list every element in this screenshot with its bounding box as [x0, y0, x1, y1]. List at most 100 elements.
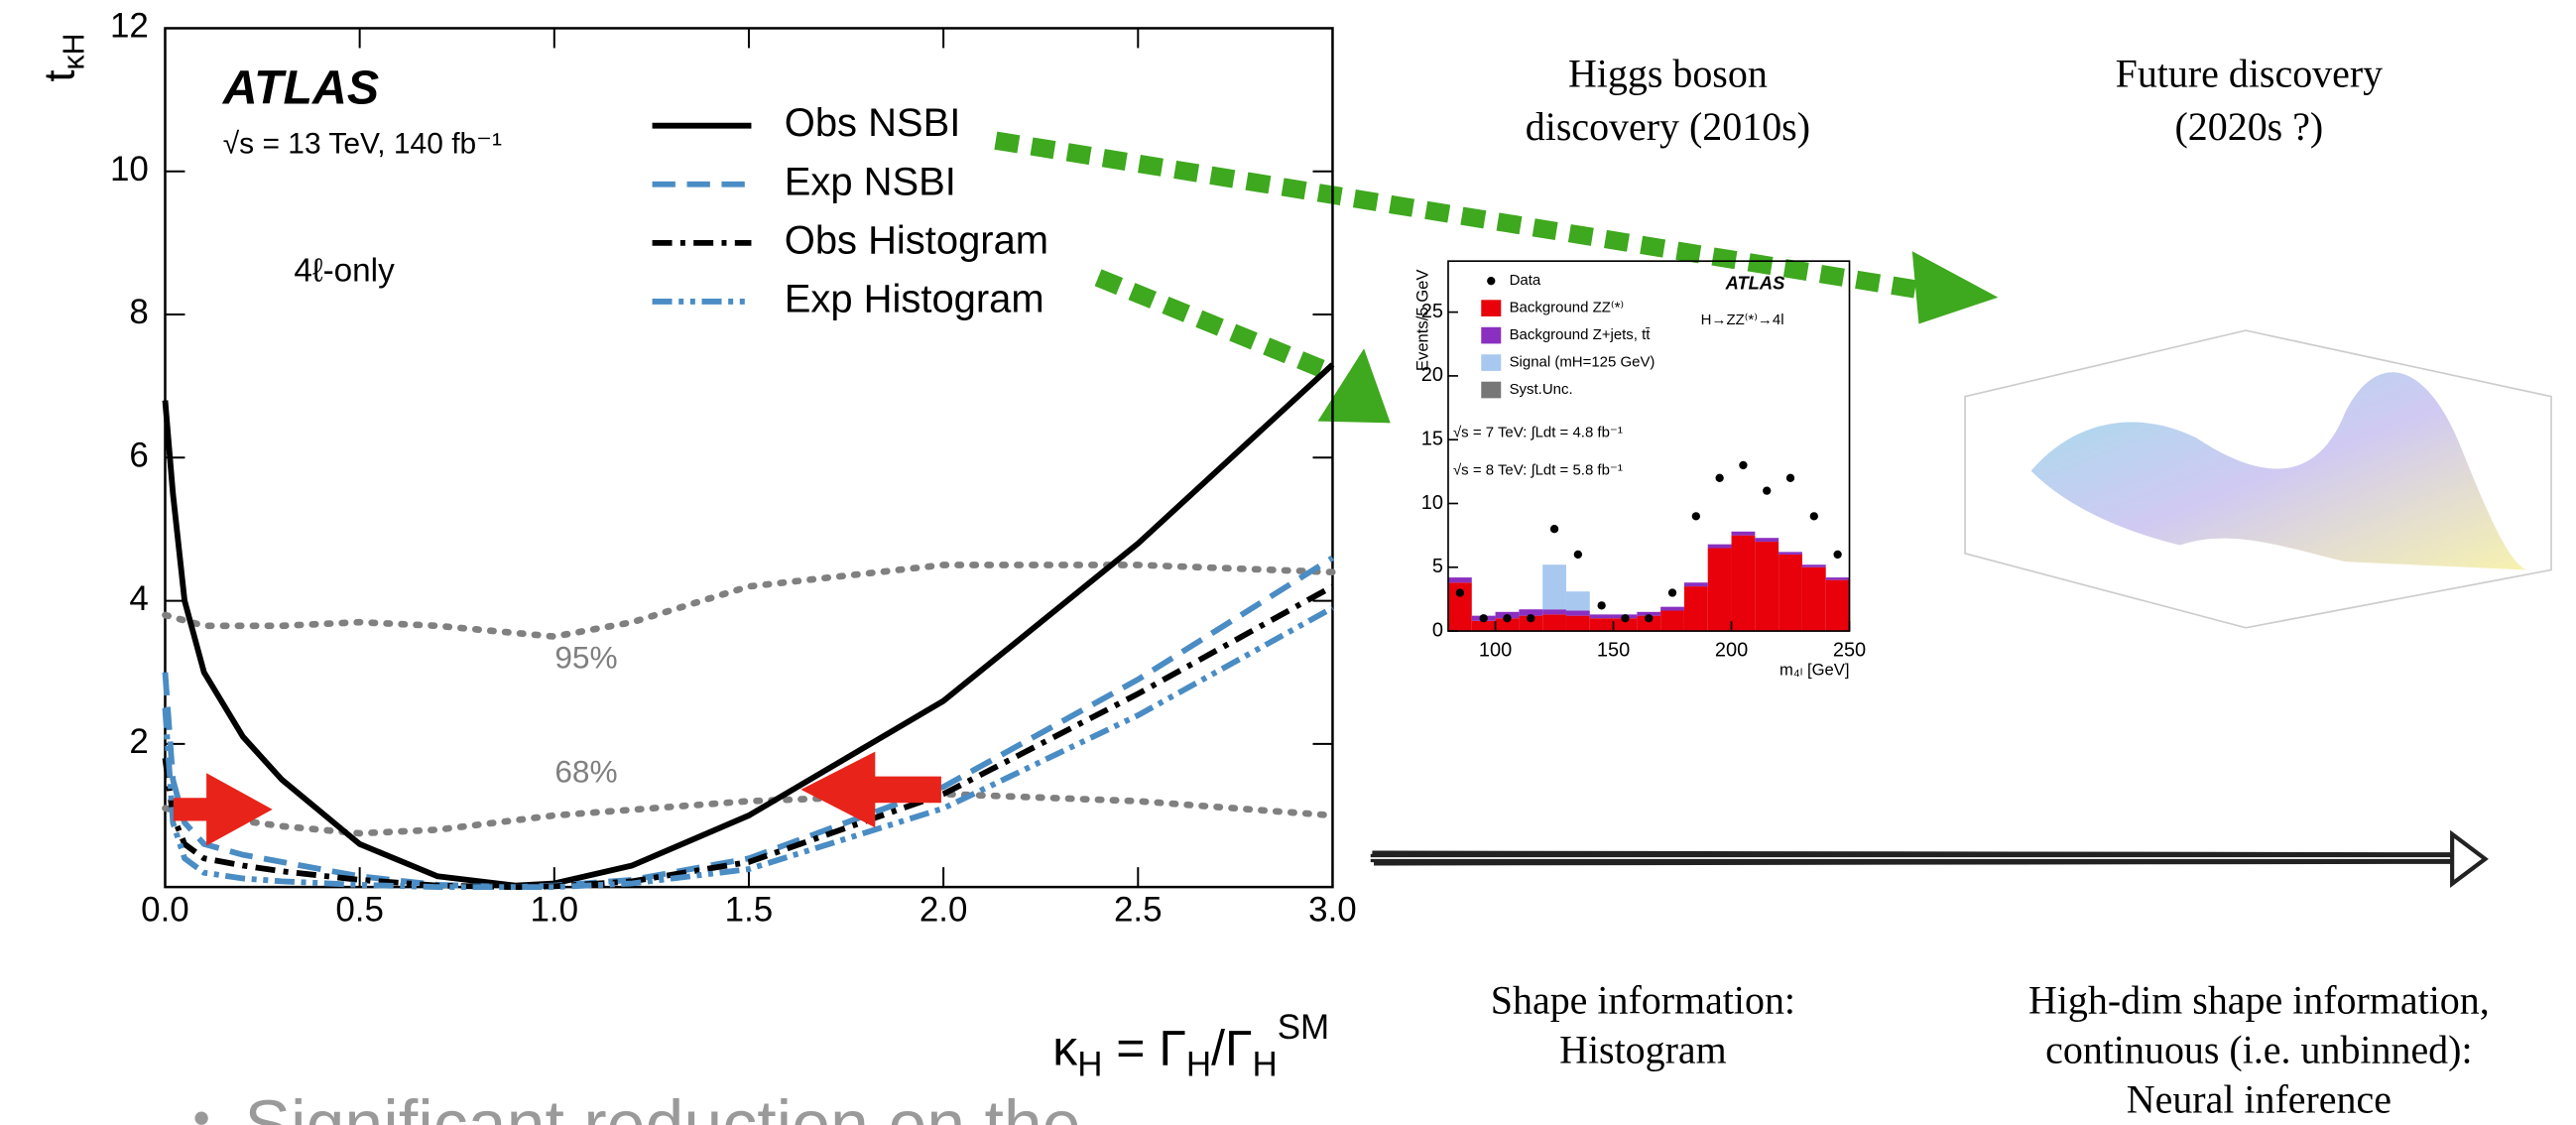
legend-label: Signal (mH=125 GeV): [1510, 354, 1656, 371]
data-point: [1621, 614, 1630, 623]
data-point: [1527, 614, 1535, 623]
hist-bar: [1825, 577, 1850, 580]
bullet-marker: [194, 1111, 208, 1125]
x-tick-label: 1.0: [531, 890, 579, 929]
legend-label: Syst.Unc.: [1510, 381, 1573, 398]
hist-bar: [1637, 615, 1661, 632]
line-series: [162, 555, 1334, 891]
hist-bar: [1589, 618, 1614, 632]
data-point: [1763, 486, 1772, 495]
x-tick-label: 2.5: [1114, 890, 1163, 929]
y-tick-label: 6: [129, 437, 148, 475]
inset-run1: √s = 7 TeV: ∫Ldt = 4.8 fb⁻¹: [1453, 424, 1623, 440]
legend-swatch: [1481, 300, 1502, 316]
hist-bar: [1589, 614, 1614, 619]
threshold-line: [162, 562, 1336, 640]
section-heading: discovery (2010s): [1526, 104, 1810, 149]
section-heading: Future discovery: [2116, 52, 2384, 96]
data-point: [1833, 550, 1842, 560]
line-series: [162, 362, 1335, 889]
y-tick-label: 0: [1432, 619, 1443, 641]
legend-label: Data: [1510, 272, 1541, 289]
hist-bar: [1707, 544, 1732, 549]
y-tick-label: 25: [1421, 301, 1443, 322]
data-point: [1691, 512, 1701, 521]
legend-label: Background Z+jets, tt̄: [1510, 326, 1652, 343]
legend-label: Background ZZ⁽*⁾: [1510, 300, 1625, 316]
axis-label: κH = ΓH/ΓHSM: [1052, 1008, 1329, 1083]
hist-bar: [1779, 552, 1802, 555]
inset-xlabel: m₄ₗ [GeV]: [1779, 660, 1850, 679]
green-arrows: [994, 131, 1999, 424]
y-tick-label: 20: [1421, 364, 1443, 386]
y-tick-label: 15: [1421, 428, 1443, 449]
caption: Neural inference: [2127, 1076, 2392, 1121]
x-tick-label: 0.5: [335, 890, 384, 929]
line-series: [162, 605, 1334, 891]
inset-experiment: ATLAS: [1725, 272, 1785, 293]
hist-bar: [1660, 606, 1684, 611]
hist-bar: [1613, 618, 1638, 632]
hist-bar: [1447, 582, 1472, 632]
axis-label-part: H: [58, 33, 90, 55]
caption: High-dim shape information,: [2028, 977, 2490, 1022]
hist-bar: [1542, 609, 1566, 615]
hist-bar: [1731, 531, 1756, 536]
x-tick-label: 0.0: [141, 890, 189, 929]
inset-run2: √s = 8 TeV: ∫Ldt = 5.8 fb⁻¹: [1453, 462, 1623, 479]
axis-label-part: H: [1186, 1046, 1211, 1084]
inset-process: H→ZZ⁽*⁾→4l: [1701, 312, 1784, 328]
hist-bar: [1755, 542, 1779, 632]
channel-label: 4ℓ-only: [294, 253, 395, 290]
data-point: [1809, 512, 1818, 521]
y-tick-label: 12: [110, 7, 149, 46]
hist-bar: [1683, 586, 1708, 632]
hist-bar: [1801, 564, 1826, 567]
x-tick-label: 2.0: [920, 890, 968, 929]
energy-label: √s = 13 TeV, 140 fb⁻¹: [223, 128, 502, 161]
x-tick-label: 250: [1833, 639, 1866, 661]
legend-label: Exp NSBI: [785, 160, 956, 203]
legend-label: Obs Histogram: [785, 218, 1048, 262]
hist-bar: [1495, 618, 1520, 632]
red-arrow: [800, 751, 941, 828]
y-tick-label: 10: [110, 150, 149, 188]
axis-label-part: SM: [1278, 1008, 1329, 1047]
hist-bar: [1565, 591, 1590, 611]
caption: Shape information:: [1491, 977, 1795, 1022]
axis-label-part: H: [1077, 1046, 1102, 1084]
legend-swatch: [1481, 326, 1502, 344]
y-tick-label: 2: [129, 722, 148, 761]
axis-label-part: κ: [58, 54, 90, 69]
axis-label-part: H: [1252, 1046, 1277, 1084]
hist-bar: [1542, 614, 1566, 632]
hist-bar: [1731, 535, 1756, 632]
data-point: [1455, 588, 1465, 597]
x-tick-label: 200: [1715, 639, 1748, 661]
data-point: [1739, 460, 1748, 470]
hist-bar: [1542, 564, 1566, 610]
axis-label-part: κ: [1052, 1021, 1078, 1076]
bullet-text: Significant reduction on the: [244, 1085, 1080, 1125]
timeline-arrow: [1370, 829, 2489, 888]
data-point: [1597, 601, 1606, 610]
data-point: [1645, 614, 1654, 623]
hist-bar: [1471, 620, 1496, 632]
red-arrow: [173, 773, 273, 846]
hist-bar: [1565, 610, 1590, 616]
surface-illustration: [1964, 329, 2552, 629]
inset-ylabel: Events/5 GeV: [1412, 269, 1431, 371]
section-heading: Higgs boson: [1568, 52, 1768, 96]
hist-bar: [1707, 548, 1732, 632]
data-point: [1573, 550, 1583, 560]
threshold-label: 95%: [554, 639, 617, 675]
y-tick-label: 8: [129, 293, 148, 331]
legend-marker: [1487, 276, 1496, 286]
y-tick-label: 4: [129, 579, 148, 618]
caption: continuous (i.e. unbinned):: [2045, 1027, 2472, 1071]
hist-bar: [1519, 609, 1543, 616]
legend-label: Obs NSBI: [785, 101, 961, 145]
axis-label: tκH: [37, 33, 91, 81]
